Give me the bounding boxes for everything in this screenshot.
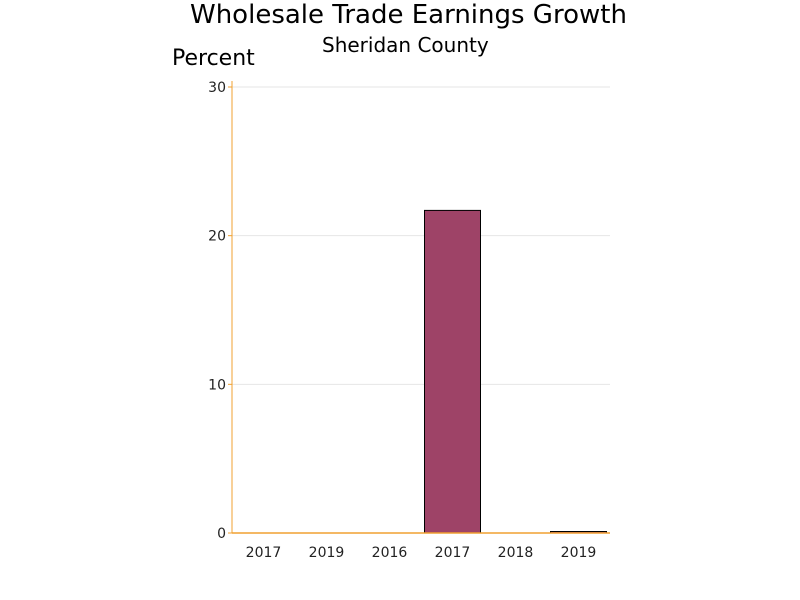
bars <box>424 209 607 534</box>
y-tick-label: 20 <box>208 229 226 245</box>
y-tick-label: 0 <box>217 526 226 542</box>
bar <box>424 209 481 534</box>
y-tick-label: 10 <box>208 377 226 393</box>
x-tick-labels: 2017 2019 2016 2017 2018 2019 <box>246 545 597 561</box>
x-tick-label: 2019 <box>561 545 597 561</box>
x-tick-label: 2017 <box>435 545 471 561</box>
gridlines <box>232 86 610 385</box>
x-tick-label: 2019 <box>309 545 345 561</box>
x-tick-label: 2018 <box>498 545 534 561</box>
x-tick-label: 2016 <box>372 545 408 561</box>
chart-subtitle: Sheridan County <box>322 33 489 57</box>
axes <box>228 81 610 534</box>
y-tick-labels: 0 10 20 30 <box>208 80 226 542</box>
y-axis-label: Percent <box>172 46 255 71</box>
chart-title: Wholesale Trade Earnings Growth <box>190 0 627 30</box>
y-tick-label: 30 <box>208 80 226 96</box>
x-tick-label: 2017 <box>246 545 282 561</box>
